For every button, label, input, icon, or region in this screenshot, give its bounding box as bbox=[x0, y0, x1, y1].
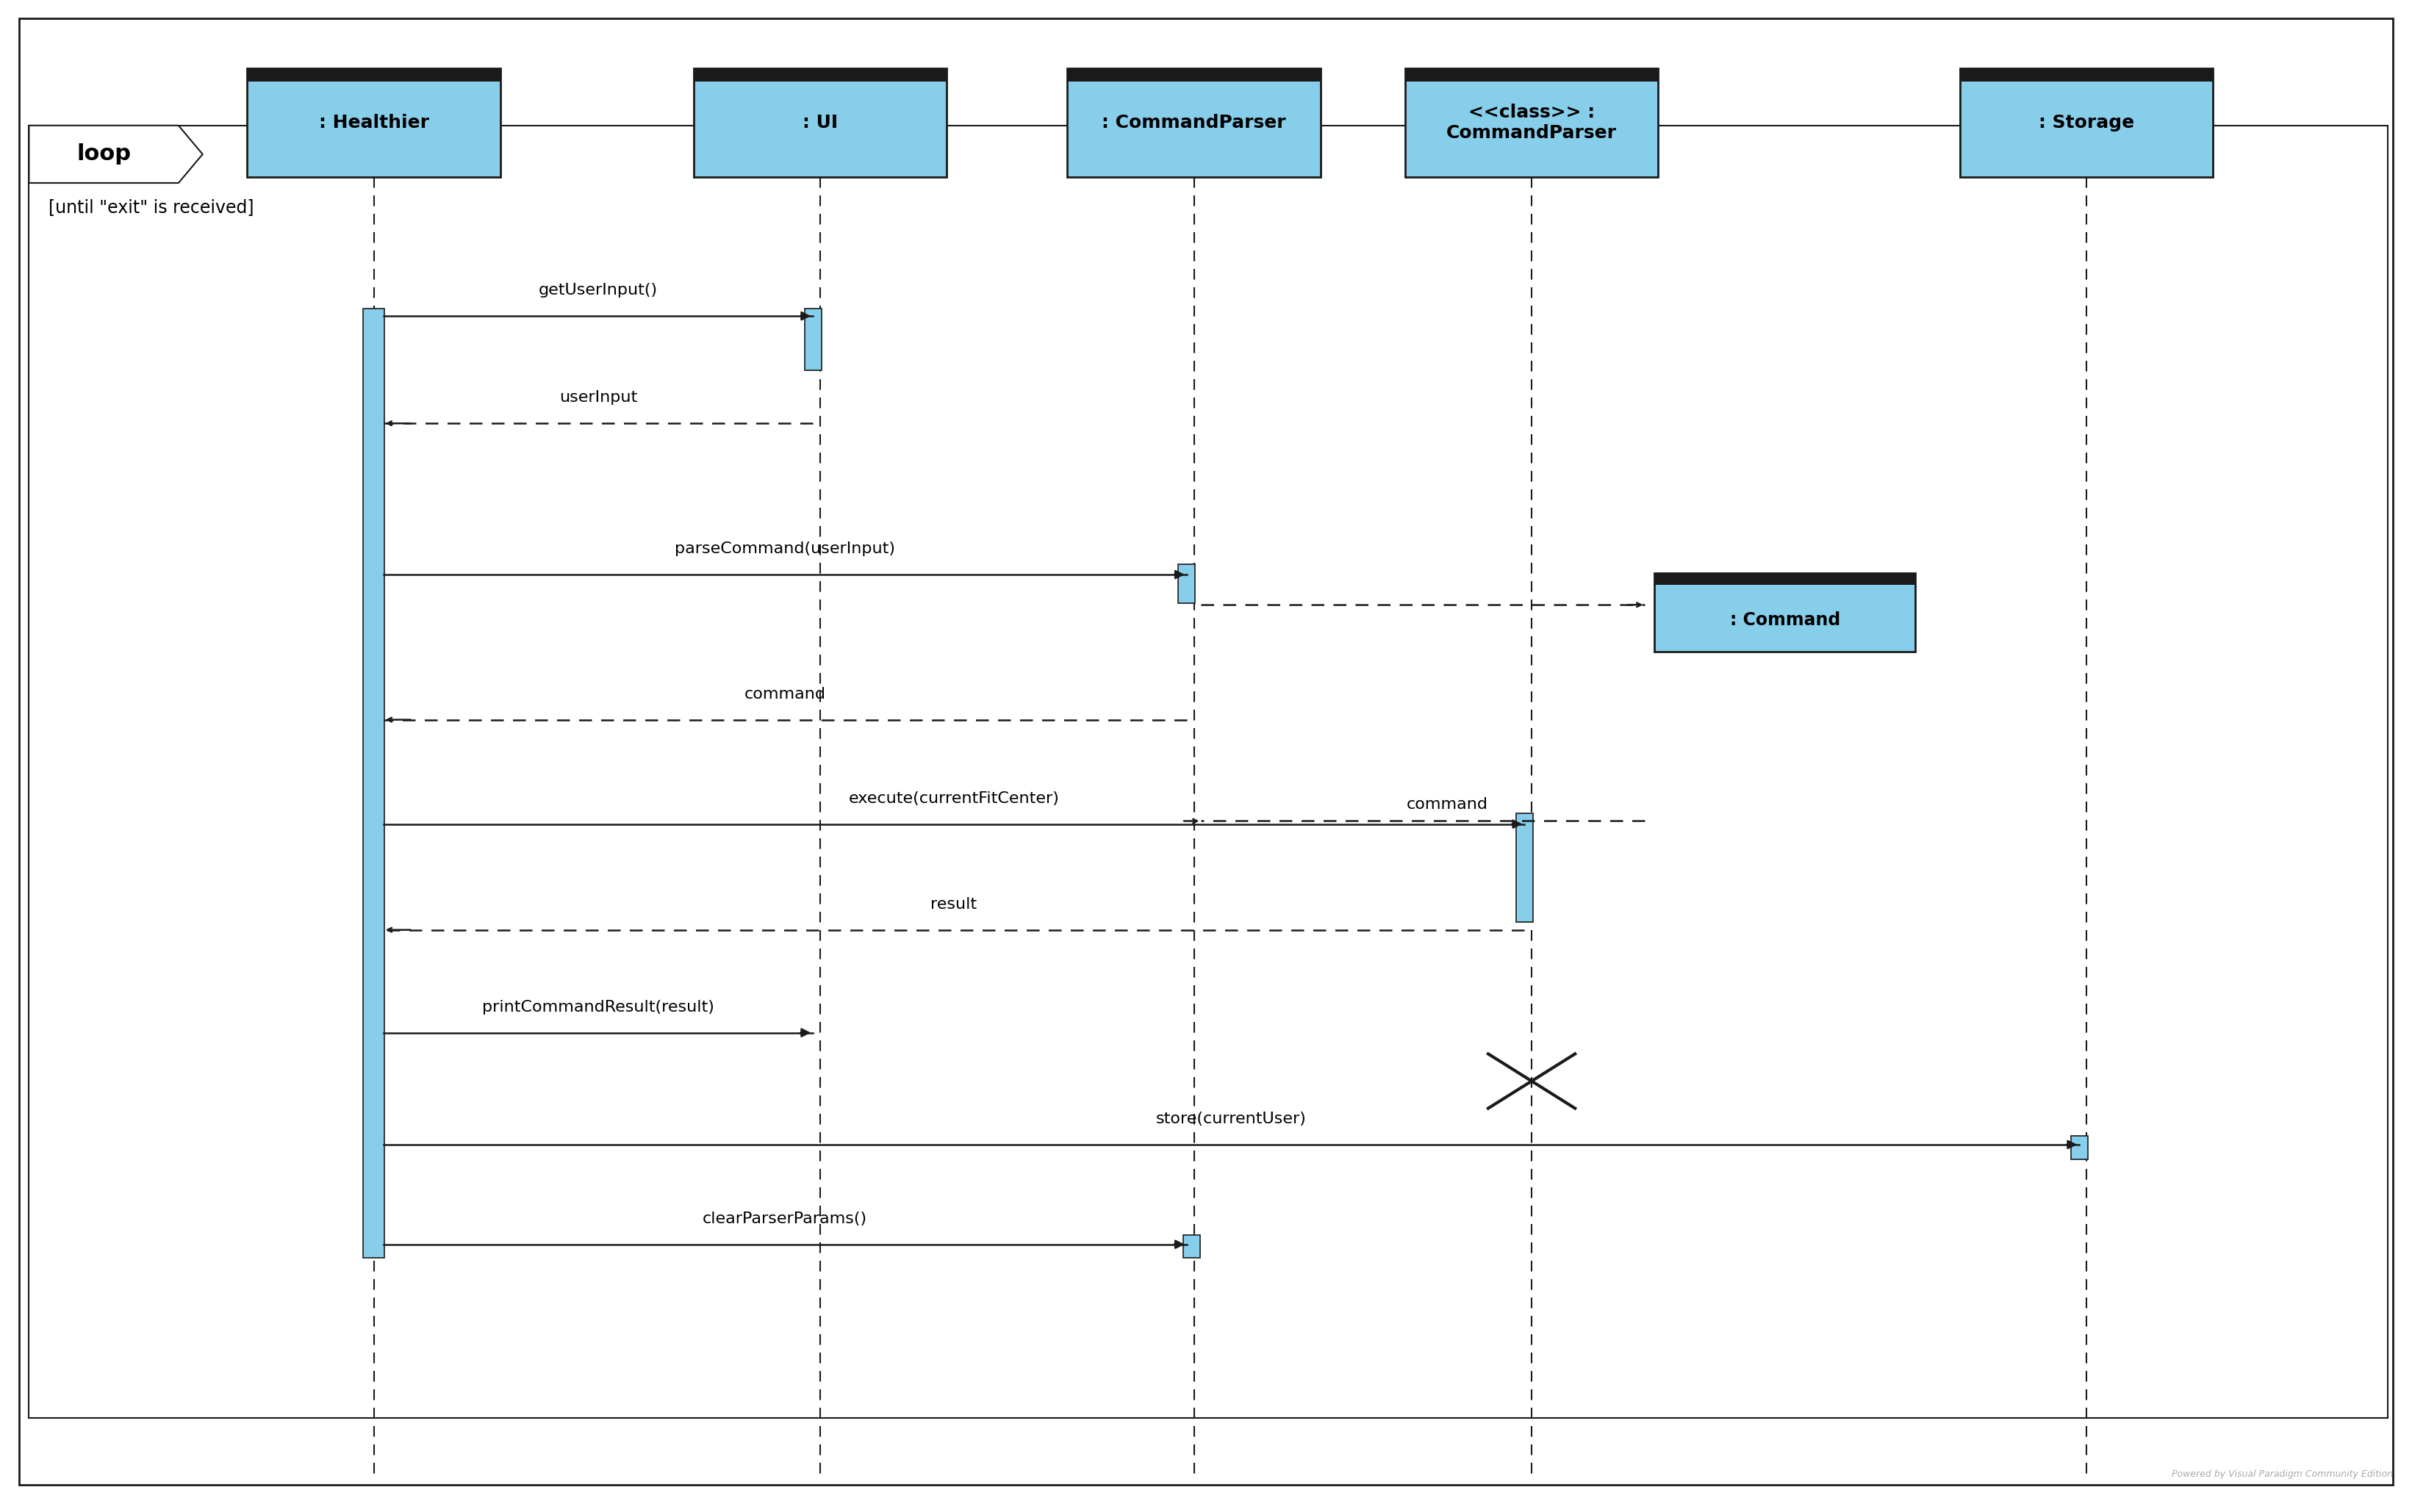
Text: command: command bbox=[1406, 797, 1488, 812]
Bar bbox=[1177, 564, 1194, 603]
Text: store(currentUser): store(currentUser) bbox=[1155, 1111, 1307, 1126]
Text: clearParserParams(): clearParserParams() bbox=[702, 1211, 868, 1226]
Text: command: command bbox=[745, 686, 825, 702]
Text: : Storage: : Storage bbox=[2038, 113, 2135, 132]
Bar bbox=[1889, 593, 1905, 618]
Text: : CommandParser: : CommandParser bbox=[1102, 113, 1286, 132]
Bar bbox=[803, 308, 820, 370]
Text: printCommandResult(result): printCommandResult(result) bbox=[482, 999, 714, 1015]
Bar bbox=[1182, 1235, 1199, 1258]
Bar bbox=[362, 308, 384, 1258]
Polygon shape bbox=[29, 125, 203, 183]
Bar bbox=[1959, 68, 2214, 82]
Text: execute(currentFitCenter): execute(currentFitCenter) bbox=[849, 791, 1059, 806]
Bar bbox=[695, 68, 946, 177]
Bar bbox=[1655, 573, 1915, 585]
Bar bbox=[246, 68, 499, 177]
Text: getUserInput(): getUserInput() bbox=[538, 283, 658, 298]
Bar bbox=[1517, 813, 1534, 922]
Text: result: result bbox=[931, 897, 977, 912]
Bar bbox=[29, 125, 2388, 1418]
Bar bbox=[1066, 68, 1322, 82]
Bar bbox=[246, 68, 499, 82]
Text: Powered by Visual Paradigm Community Edition: Powered by Visual Paradigm Community Edi… bbox=[2171, 1470, 2393, 1479]
Text: : Command: : Command bbox=[1729, 611, 1840, 629]
Bar bbox=[1404, 68, 1659, 177]
Bar bbox=[1404, 68, 1659, 82]
Bar bbox=[695, 68, 946, 82]
Text: [until "exit" is received]: [until "exit" is received] bbox=[48, 198, 253, 216]
Bar bbox=[1066, 68, 1322, 177]
Bar bbox=[2069, 1136, 2089, 1160]
Text: <<class>> :
CommandParser: <<class>> : CommandParser bbox=[1447, 103, 1616, 142]
Text: : Healthier: : Healthier bbox=[318, 113, 429, 132]
Text: loop: loop bbox=[77, 144, 130, 165]
Text: : UI: : UI bbox=[803, 113, 837, 132]
Bar bbox=[1655, 573, 1915, 652]
Bar bbox=[1959, 68, 2214, 177]
Text: userInput: userInput bbox=[560, 390, 637, 405]
Text: parseCommand(userInput): parseCommand(userInput) bbox=[675, 541, 895, 556]
